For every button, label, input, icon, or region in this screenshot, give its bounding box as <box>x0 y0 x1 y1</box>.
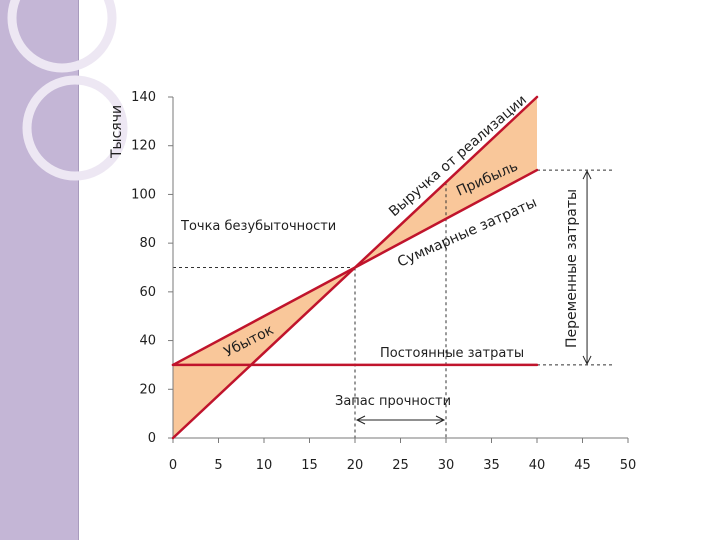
y-tick-label: 80 <box>139 236 156 251</box>
series-label-fixed-costs: Постоянные затраты <box>380 346 524 361</box>
x-tick-label: 50 <box>620 458 637 473</box>
decor-rings <box>7 0 128 181</box>
dimension-arrows <box>355 169 592 425</box>
guide-lines <box>173 169 615 438</box>
safety-margin-label: Запас прочности <box>335 394 451 409</box>
series-lines <box>171 95 539 440</box>
total-costs-line <box>171 168 539 367</box>
x-tick-label: 20 <box>347 458 364 473</box>
y-axis-label: Тысячи <box>109 105 125 159</box>
x-tick-label: 40 <box>529 458 546 473</box>
variable-costs-arrowhead-top <box>582 169 592 180</box>
y-tick-label: 100 <box>131 187 156 202</box>
y-tick-label: 0 <box>148 431 156 446</box>
y-tick-label: 20 <box>139 382 156 397</box>
x-tick-label: 15 <box>301 458 318 473</box>
variable-costs-label: Переменные затраты <box>564 189 580 348</box>
x-tick-label: 25 <box>392 458 409 473</box>
y-tick-label: 40 <box>139 334 156 349</box>
x-tick-label: 45 <box>574 458 591 473</box>
sidebar-edge <box>78 0 79 540</box>
decor-ring-top <box>7 0 117 73</box>
x-tick-label: 5 <box>214 458 222 473</box>
ticks: 0 5 10 15 20 25 30 35 40 45 50 0 20 40 60 80 100 120 140 <box>131 90 636 473</box>
safety-margin-arrowhead-right <box>435 415 446 425</box>
decor-ring-middle <box>22 75 128 181</box>
x-tick-label: 0 <box>169 458 177 473</box>
y-tick-label: 120 <box>131 139 156 154</box>
variable-costs-arrowhead-bottom <box>582 355 592 366</box>
breakeven-label: Точка безубыточности <box>180 219 336 234</box>
y-tick-label: 60 <box>139 285 156 300</box>
y-tick-label: 140 <box>131 90 156 105</box>
x-tick-label: 35 <box>483 458 500 473</box>
x-tick-label: 30 <box>438 458 455 473</box>
safety-margin-arrowhead-left <box>355 415 366 425</box>
x-tick-label: 10 <box>256 458 273 473</box>
